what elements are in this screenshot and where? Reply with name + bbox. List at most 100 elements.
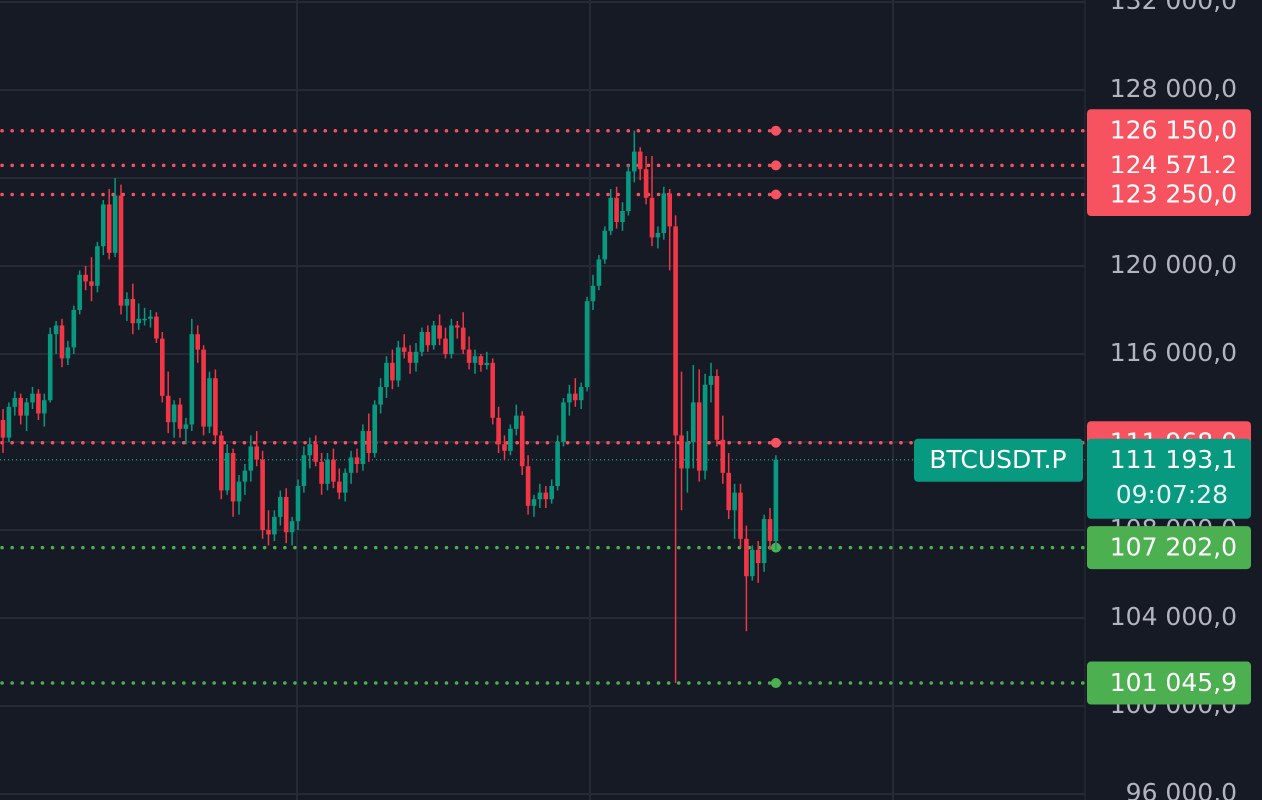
candle-body [319, 461, 324, 484]
candle-body [401, 347, 407, 352]
candle-body [260, 459, 265, 531]
candle-body [525, 466, 531, 506]
level-label-box [1087, 526, 1251, 570]
candle-body [171, 404, 177, 423]
candle-body [726, 472, 731, 511]
candle-body [331, 459, 336, 482]
candles [0, 130, 779, 684]
candle-body [637, 151, 643, 170]
symbol-box [914, 438, 1083, 482]
level-dot [770, 437, 781, 448]
candle-body [201, 349, 206, 427]
candle-body [561, 402, 566, 443]
candle-body [272, 516, 277, 535]
candle-body [455, 325, 460, 328]
symbol-label: BTCUSDT.P [929, 445, 1066, 474]
candle-body [543, 492, 549, 500]
candle-body [519, 415, 525, 467]
candle-body [773, 459, 779, 542]
candle-body [0, 420, 6, 438]
level-label: 107 202,0 [1110, 533, 1237, 562]
candle-body [348, 457, 354, 473]
candle-body [95, 246, 100, 286]
candle-body [590, 285, 596, 302]
candle-body [283, 497, 289, 533]
candle-body [106, 204, 112, 253]
candle-body [89, 281, 94, 286]
level-label-box [1087, 172, 1251, 216]
candle-body [160, 338, 165, 396]
candle-body [148, 316, 153, 319]
candle-body [384, 362, 389, 388]
candle-body [71, 310, 77, 348]
candle-body [295, 486, 301, 522]
candle-body [661, 193, 667, 234]
candle-body [484, 362, 490, 366]
candle-body [584, 301, 590, 388]
candle-body [602, 230, 608, 260]
time-grid [296, 0, 894, 800]
candle-body [460, 327, 466, 350]
candle-body [354, 457, 360, 465]
candle-body [224, 453, 230, 491]
level-dot [770, 678, 781, 689]
level-label: 101 045,9 [1110, 668, 1237, 697]
candle-body [443, 338, 448, 355]
candle-body [189, 334, 195, 425]
candle-body [655, 233, 661, 238]
candle-body [608, 197, 613, 231]
candle-body [195, 334, 200, 350]
candle-body [313, 444, 318, 462]
candle-body [508, 428, 513, 451]
candle-body [419, 332, 425, 352]
candle-body [567, 393, 572, 403]
candle-body [118, 195, 124, 306]
candle-body [213, 378, 218, 436]
candle-body [165, 395, 171, 423]
candle-body [154, 316, 159, 339]
candle-body [555, 442, 560, 487]
candle-body [496, 417, 501, 445]
candle-body [6, 406, 12, 438]
candle-body [77, 274, 82, 311]
candle-body [466, 349, 472, 363]
candle-body [708, 376, 714, 385]
candle-body [254, 446, 259, 460]
candle-body [47, 334, 53, 401]
candle-body [578, 387, 584, 401]
candle-body [142, 318, 147, 321]
candle-body [53, 325, 59, 335]
candle-body [337, 481, 342, 493]
candle-body [643, 169, 649, 198]
candle-body [431, 325, 436, 346]
candle-body [626, 171, 631, 212]
candle-body [407, 351, 413, 363]
y-tick-label: 132 000,0 [1110, 0, 1237, 15]
candle-body [301, 455, 307, 487]
candle-body [396, 347, 401, 381]
candle-body [307, 444, 313, 456]
candle-body [761, 519, 767, 564]
candle-body [12, 398, 18, 407]
candle-body [230, 453, 236, 502]
candle-body [614, 197, 619, 223]
candle-body [36, 393, 41, 414]
candle-body [413, 351, 419, 363]
candle-body [266, 530, 271, 535]
candle-body [18, 398, 23, 416]
candle-body [42, 400, 47, 414]
candle-body [472, 356, 478, 363]
candle-body [537, 492, 543, 500]
y-tick-label: 96 000,0 [1126, 778, 1237, 800]
candle-body [30, 393, 35, 403]
candle-body [714, 376, 720, 440]
candle-body [289, 521, 295, 533]
candle-body [366, 431, 372, 454]
level-dot [770, 189, 781, 200]
candle-body [390, 362, 395, 381]
candle-body [755, 549, 761, 564]
candle-body [490, 362, 495, 418]
candle-body [101, 204, 106, 247]
